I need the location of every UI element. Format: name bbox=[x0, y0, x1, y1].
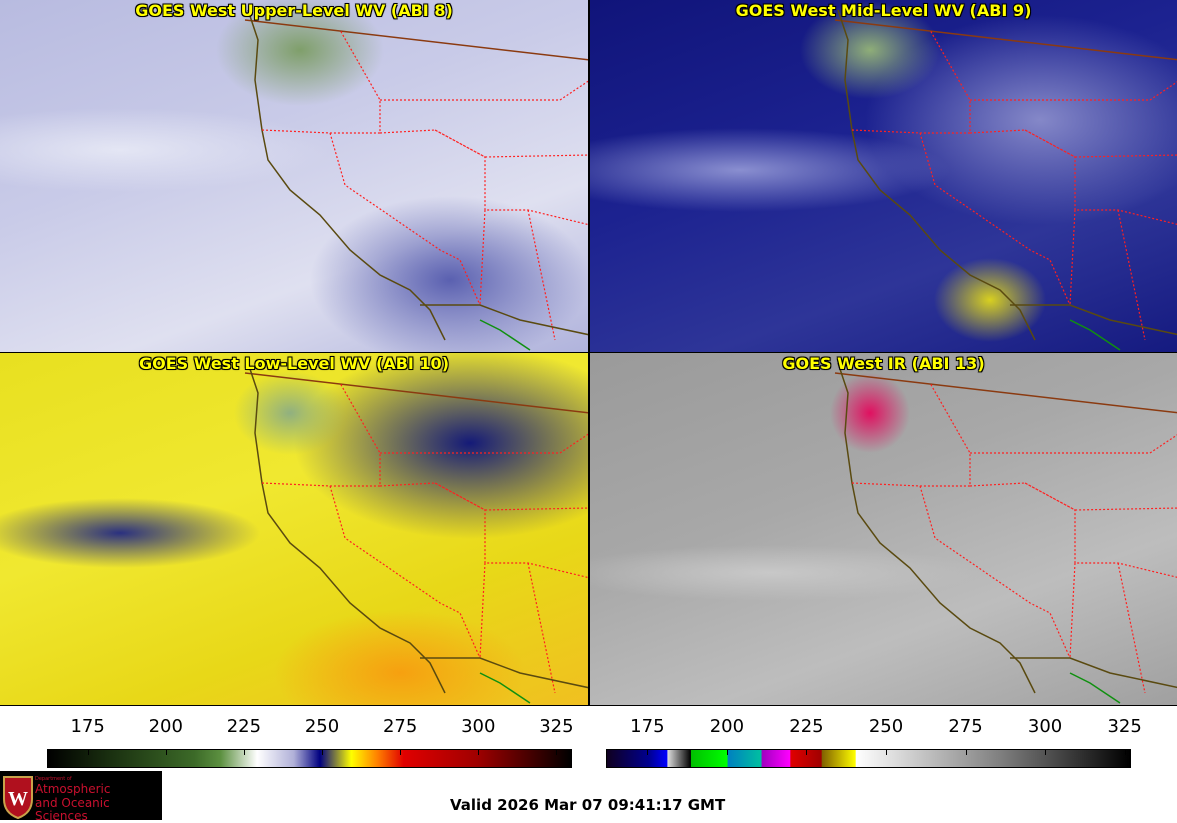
uw-crest-icon: W bbox=[3, 776, 33, 819]
aos-logo: W Department of Atmospheric and Oceanic … bbox=[0, 771, 162, 823]
colorbar-tick-label: 300 bbox=[1027, 716, 1063, 737]
panel-mid-level-wv: GOES West Mid-Level WV (ABI 9) bbox=[590, 0, 1177, 352]
logo-line2: Atmospheric bbox=[35, 782, 111, 796]
colorbar-tick-label: 250 bbox=[304, 716, 340, 737]
colorbar-tick-label: 250 bbox=[868, 716, 904, 737]
map-overlay bbox=[244, 9, 588, 351]
colorbar-tick bbox=[87, 749, 89, 755]
colorbar-tick bbox=[243, 749, 245, 755]
colorbar-tick-label: 175 bbox=[70, 716, 105, 737]
map-overlay bbox=[244, 362, 588, 704]
svg-text:W: W bbox=[8, 788, 28, 810]
panel-title: GOES West Mid-Level WV (ABI 9) bbox=[735, 1, 1032, 20]
infrared-colorbar bbox=[606, 749, 1131, 768]
colorbar-tick bbox=[1124, 749, 1126, 755]
colorbar-tick bbox=[726, 749, 728, 755]
colorbar-tick bbox=[647, 749, 649, 755]
panel-low-level-wv: GOES West Low-Level WV (ABI 10) bbox=[0, 353, 588, 705]
panel-upper-level-wv: GOES West Upper-Level WV (ABI 8) bbox=[0, 0, 588, 352]
panel-title: GOES West IR (ABI 13) bbox=[782, 354, 985, 373]
logo-line3: and Oceanic Sciences bbox=[35, 796, 110, 823]
colorbar-tick-label: 300 bbox=[461, 716, 496, 737]
colorbar-tick bbox=[556, 749, 558, 755]
map-overlay bbox=[834, 362, 1177, 704]
valid-time: Valid 2026 Mar 07 09:41:17 GMT bbox=[450, 796, 726, 814]
colorbar-tick-label: 275 bbox=[382, 716, 418, 737]
colorbar-tick bbox=[886, 749, 887, 755]
colorbar-tick-label: 225 bbox=[226, 716, 262, 737]
water-vapor-colorbar bbox=[47, 749, 572, 768]
colorbar-tick bbox=[806, 749, 808, 755]
panel-ir: GOES West IR (ABI 13) bbox=[590, 353, 1177, 705]
colorbar-tick-label: 200 bbox=[148, 716, 183, 737]
colorbar-tick bbox=[322, 749, 323, 755]
colorbar-tick bbox=[400, 749, 402, 755]
colorbar-tick-label: 175 bbox=[630, 716, 665, 737]
colorbar-tick-label: 200 bbox=[709, 716, 745, 737]
panel-divider bbox=[0, 705, 1177, 706]
panel-divider bbox=[0, 352, 1177, 353]
colorbar-tick-label: 325 bbox=[1107, 716, 1142, 737]
colorbar-tick bbox=[1045, 749, 1047, 755]
colorbar-tick bbox=[965, 749, 967, 755]
colorbar-tick-label: 225 bbox=[789, 716, 824, 737]
colorbar-tick bbox=[478, 749, 480, 755]
panel-title: GOES West Low-Level WV (ABI 10) bbox=[138, 354, 449, 373]
panel-title: GOES West Upper-Level WV (ABI 8) bbox=[135, 1, 453, 20]
logo-line1: Department of bbox=[35, 776, 72, 782]
colorbar-tick-label: 275 bbox=[948, 716, 983, 737]
colorbar-tick-label: 325 bbox=[539, 716, 574, 737]
colorbar-tick bbox=[165, 749, 167, 755]
map-overlay bbox=[834, 9, 1177, 351]
